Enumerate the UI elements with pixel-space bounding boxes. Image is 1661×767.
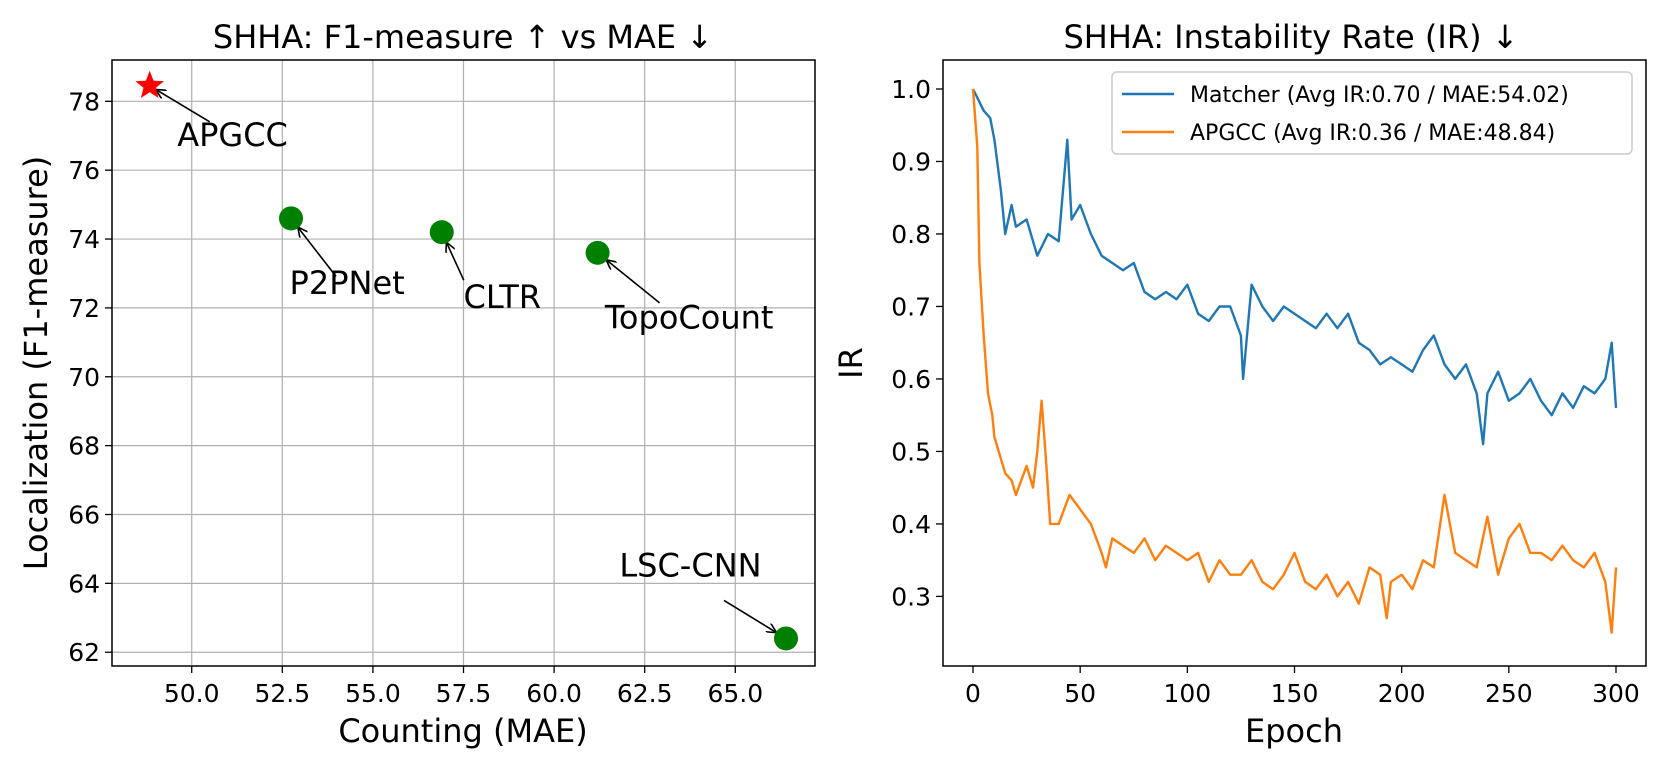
line-title: SHHA: Instability Rate (IR) ↓ <box>1063 18 1518 56</box>
line-y-tick-label: 0.3 <box>891 582 931 611</box>
scatter-x-tick-label: 62.5 <box>617 679 673 708</box>
annotation-arrow-cltr <box>447 243 465 281</box>
line-y-tick-label: 1.0 <box>891 75 931 104</box>
scatter-y-tick-label: 68 <box>68 432 100 461</box>
scatter-chart: APGCC P2PNet CLTR TopoCount LSC-CNN 50.0 52.5… <box>17 18 816 750</box>
scatter-y-tick-label: 76 <box>68 156 100 185</box>
line-chart: 0 50 100 150 200 250 300 0.3 0.4 0.5 0.6 0.7 0.8 0.9… <box>832 18 1647 750</box>
point-cltr <box>429 220 454 245</box>
scatter-x-tick-label: 60.0 <box>526 679 582 708</box>
scatter-y-tick-label: 62 <box>68 638 100 667</box>
annotation-arrow-topocount <box>607 260 661 304</box>
point-topocount <box>585 240 610 265</box>
scatter-title: SHHA: F1-measure ↑ vs MAE ↓ <box>213 18 713 56</box>
line-x-tick-label: 200 <box>1378 679 1426 708</box>
scatter-y-tick-label: 78 <box>68 87 100 116</box>
line-x-tick-label: 250 <box>1485 679 1533 708</box>
scatter-y-tick-label: 74 <box>68 225 100 254</box>
scatter-x-tick-label: 52.5 <box>254 679 310 708</box>
scatter-x-tick-label: 65.0 <box>707 679 763 708</box>
line-series <box>971 88 1618 634</box>
line-x-tick-label: 50 <box>1064 679 1096 708</box>
annotation-arrow-apgcc <box>157 90 211 123</box>
line-x-tick-label: 150 <box>1271 679 1319 708</box>
line-y-tick-label: 0.8 <box>891 220 931 249</box>
line-x-tick-label: 0 <box>965 679 981 708</box>
line-y-tick-label: 0.6 <box>891 365 931 394</box>
point-lsc-cnn <box>774 626 799 651</box>
point-p2pnet <box>279 206 304 231</box>
line-x-ticks: 0 50 100 150 200 250 300 <box>965 666 1640 708</box>
line-x-tick-label: 100 <box>1163 679 1211 708</box>
scatter-grid <box>112 60 815 666</box>
line-y-axis-label: IR <box>832 347 870 379</box>
scatter-x-tick-label: 50.0 <box>164 679 220 708</box>
scatter-y-tick-label: 66 <box>68 501 100 530</box>
series-line-apgcc <box>971 88 1618 634</box>
line-y-tick-label: 0.5 <box>891 437 931 466</box>
annotation-label-lsc-cnn: LSC-CNN <box>619 546 761 584</box>
scatter-x-tick-label: 55.0 <box>345 679 401 708</box>
scatter-annotations: APGCC P2PNet CLTR TopoCount LSC-CNN <box>157 90 776 632</box>
series-line-matcher <box>971 88 1618 446</box>
scatter-y-tick-label: 70 <box>68 363 100 392</box>
annotation-arrow-lsc-cnn <box>723 599 776 632</box>
annotation-label-p2pnet: P2PNet <box>290 264 405 302</box>
line-x-axis-label: Epoch <box>1245 712 1343 750</box>
annotation-label-cltr: CLTR <box>464 278 542 316</box>
scatter-points <box>135 70 799 651</box>
scatter-x-axis-label: Counting (MAE) <box>338 712 587 750</box>
scatter-y-axis-label: Localization (F1-measure) <box>17 156 55 571</box>
line-y-tick-label: 0.9 <box>891 147 931 176</box>
scatter-y-tick-label: 64 <box>68 569 100 598</box>
annotation-label-apgcc: APGCC <box>177 116 288 154</box>
legend-frame <box>1111 71 1633 155</box>
annotation-arrow-p2pnet <box>298 228 337 277</box>
line-y-ticks: 0.3 0.4 0.5 0.6 0.7 0.8 0.9 1.0 <box>891 75 943 611</box>
line-x-tick-label: 300 <box>1592 679 1640 708</box>
scatter-x-ticks: 50.0 52.5 55.0 57.5 60.0 62.5 65.0 <box>164 666 763 708</box>
scatter-y-tick-label: 72 <box>68 294 100 323</box>
legend-label-apgcc: APGCC (Avg IR:0.36 / MAE:48.84) <box>1190 121 1555 146</box>
line-y-tick-label: 0.7 <box>891 292 931 321</box>
legend-label-matcher: Matcher (Avg IR:0.70 / MAE:54.02) <box>1190 83 1569 108</box>
annotation-label-topocount: TopoCount <box>604 299 774 337</box>
scatter-y-ticks: 62 64 66 68 70 72 74 76 78 <box>68 87 112 667</box>
point-apgcc <box>135 70 164 98</box>
legend: Matcher (Avg IR:0.70 / MAE:54.02) APGCC … <box>1111 71 1633 155</box>
line-y-tick-label: 0.4 <box>891 510 931 539</box>
scatter-x-tick-label: 57.5 <box>436 679 492 708</box>
